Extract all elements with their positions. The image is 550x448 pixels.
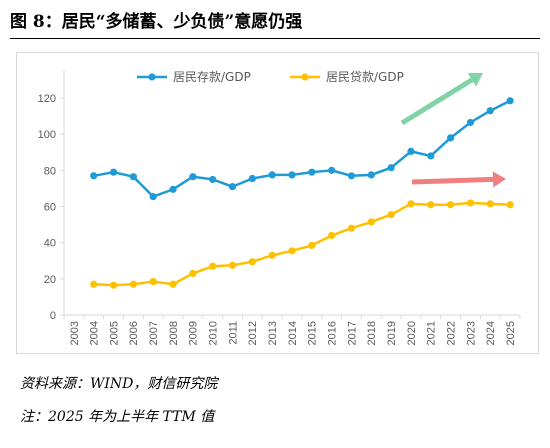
data-point — [129, 280, 137, 288]
x-tick-label: 2025 — [505, 321, 517, 345]
data-point — [169, 185, 177, 193]
x-tick-label: 2024 — [485, 321, 497, 345]
data-point — [506, 97, 514, 105]
rising-arrow-shaft — [400, 77, 474, 126]
data-point — [228, 183, 237, 191]
data-point — [367, 171, 375, 179]
x-tick-label: 2014 — [287, 321, 299, 345]
data-point — [427, 152, 435, 160]
x-tick-label: 2003 — [69, 321, 81, 345]
x-tick-label: 2009 — [188, 321, 200, 345]
data-point — [268, 171, 276, 179]
data-point — [288, 171, 296, 179]
y-tick-label: 100 — [38, 129, 56, 141]
x-tick-label: 2011 — [227, 321, 239, 345]
data-point — [228, 261, 237, 269]
data-point — [347, 224, 356, 232]
x-tick-label: 2021 — [426, 321, 438, 345]
x-tick-label: 2019 — [386, 321, 398, 345]
x-tick-label: 2018 — [366, 321, 378, 345]
legend-label: 居民存款/GDP — [173, 70, 251, 84]
x-tick-label: 2017 — [346, 321, 358, 345]
data-point — [447, 201, 455, 209]
data-point — [347, 172, 356, 180]
x-tick-label: 2010 — [208, 321, 220, 345]
rising-arrow-head — [467, 73, 483, 87]
data-point — [407, 200, 415, 208]
data-point — [506, 201, 514, 209]
y-tick-label: 60 — [44, 202, 56, 214]
chart-container: 0 20 40 60 80 100 120 2003 2004 2005 2006 2007 2008 2… — [16, 52, 539, 354]
x-tick-label: 2013 — [267, 321, 279, 345]
x-tick-label: 2015 — [307, 321, 319, 345]
y-tick-label: 80 — [44, 165, 56, 177]
x-tick-label: 2006 — [128, 321, 140, 345]
x-tick-label: 2016 — [327, 321, 339, 345]
data-point — [466, 118, 475, 127]
series-line-deposit — [93, 99, 511, 198]
data-point — [129, 173, 137, 181]
data-point — [407, 147, 415, 156]
x-tick-label: 2004 — [89, 321, 101, 345]
data-point — [308, 241, 316, 250]
line-chart: 0 20 40 60 80 100 120 2003 2004 2005 2006 2007 2008 2… — [38, 70, 521, 345]
data-point — [169, 280, 177, 288]
data-point — [90, 280, 98, 288]
footnote: 注：2025 年为上半年 TTM 值 — [20, 409, 215, 425]
data-point — [149, 277, 157, 286]
y-tick-label: 20 — [44, 274, 56, 286]
x-tick-label: 2020 — [406, 321, 418, 345]
data-point — [109, 281, 118, 289]
title-divider — [10, 38, 540, 39]
y-tick-label: 120 — [38, 93, 56, 105]
data-point — [109, 168, 118, 176]
series-line-loan — [93, 201, 511, 287]
flat-arrow-shaft — [411, 176, 494, 185]
data-point — [268, 251, 276, 259]
legend-swatch-marker — [301, 73, 309, 81]
data-point — [367, 218, 375, 226]
data-point — [427, 201, 435, 209]
x-tick-label: 2012 — [247, 321, 259, 345]
data-point — [308, 168, 316, 176]
data-point — [328, 166, 336, 174]
data-point — [209, 262, 217, 270]
data-point — [328, 231, 336, 240]
data-point — [149, 192, 157, 201]
y-tick-label: 0 — [50, 310, 56, 322]
data-point — [466, 199, 475, 207]
data-point — [189, 269, 197, 278]
data-point — [486, 200, 494, 208]
data-point — [248, 174, 256, 183]
legend-label: 居民贷款/GDP — [326, 70, 404, 84]
x-tick-label: 2023 — [465, 321, 477, 345]
data-point — [447, 134, 455, 142]
data-point — [387, 164, 395, 172]
figure-title: 图 8：居民“多储蓄、少负债”意愿仍强 — [10, 12, 303, 32]
data-point — [486, 107, 494, 115]
source-note: 资料来源：WIND，财信研究院 — [20, 376, 218, 392]
legend-swatch-marker — [148, 73, 156, 81]
data-point — [387, 211, 395, 219]
data-point — [209, 175, 217, 184]
x-tick-label: 2022 — [445, 321, 457, 345]
data-point — [288, 247, 296, 255]
data-point — [189, 173, 197, 181]
flat-arrow-head — [492, 171, 506, 188]
data-point — [90, 172, 98, 180]
data-point — [248, 258, 256, 266]
y-tick-label: 40 — [44, 238, 56, 250]
x-tick-label: 2005 — [108, 321, 120, 345]
x-tick-label: 2008 — [168, 321, 180, 345]
x-tick-label: 2007 — [148, 321, 160, 345]
